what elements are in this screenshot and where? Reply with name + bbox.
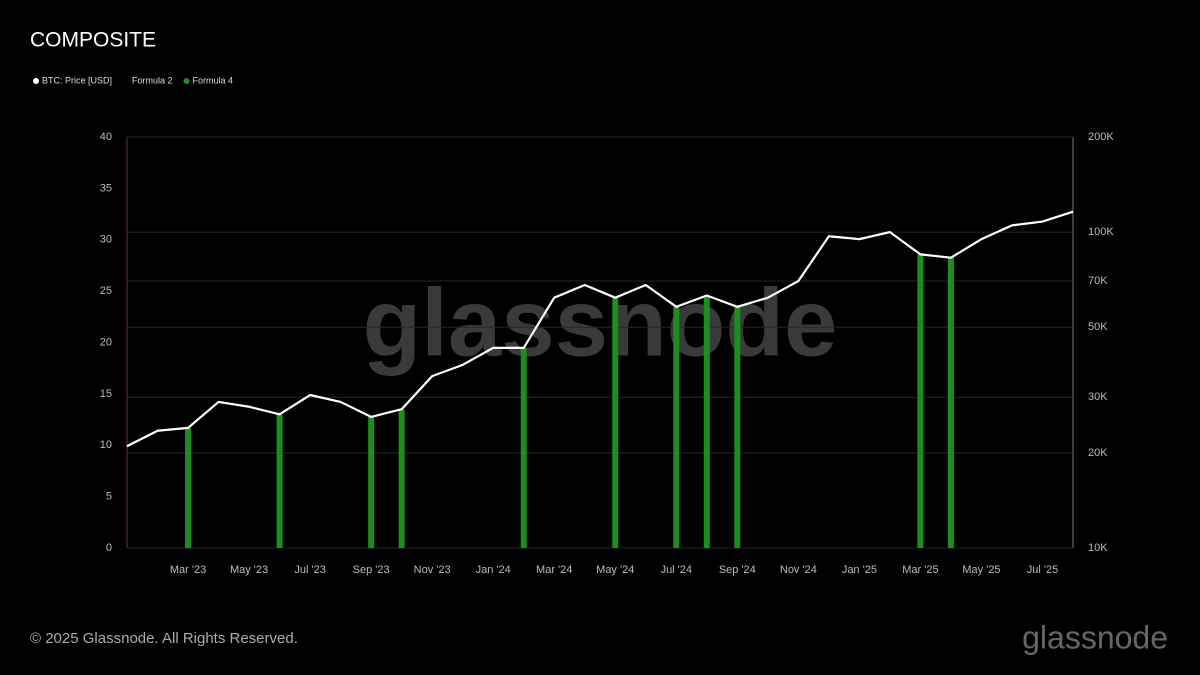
logo: glassnode: [1022, 619, 1168, 655]
y-tick-label: 20: [100, 336, 112, 348]
y2-tick-label: 30K: [1088, 391, 1108, 403]
signal-bar: [734, 306, 741, 548]
legend-marker: [183, 78, 190, 84]
signal-bar: [368, 416, 375, 548]
y-tick-label: 30: [100, 234, 112, 246]
y2-tick-label: 200K: [1088, 131, 1114, 143]
signal-bar: [520, 347, 527, 548]
y-tick-label: 15: [100, 388, 112, 400]
legend-marker: [123, 78, 130, 84]
signal-bar: [673, 306, 680, 548]
x-tick-label: Jan '25: [842, 564, 877, 576]
signal-bar: [703, 295, 710, 548]
x-tick-label: May '23: [230, 564, 268, 576]
y-tick-label: 5: [106, 491, 112, 503]
signal-bar: [185, 427, 192, 548]
legend-label: Formula 2: [132, 75, 173, 85]
x-tick-label: May '24: [596, 564, 634, 576]
y-tick-label: 40: [100, 131, 112, 143]
x-tick-label: Jul '25: [1027, 564, 1058, 576]
x-tick-label: Sep '24: [719, 564, 756, 576]
y2-tick-label: 70K: [1088, 275, 1108, 287]
legend-marker: [33, 78, 39, 84]
x-tick-label: Mar '23: [170, 564, 206, 576]
signal-bar: [917, 254, 924, 549]
x-tick-label: Nov '23: [414, 564, 451, 576]
y2-tick-label: 100K: [1088, 226, 1114, 238]
y-tick-label: 35: [100, 182, 112, 194]
legend-label: BTC: Price [USD]: [42, 75, 112, 85]
y-tick-label: 0: [106, 542, 112, 554]
x-tick-label: Jan '24: [476, 564, 511, 576]
x-tick-label: Jul '23: [294, 564, 325, 576]
signal-bar: [947, 257, 954, 548]
y-tick-label: 10: [100, 439, 112, 451]
y2-tick-label: 20K: [1088, 447, 1108, 459]
signal-bar: [612, 297, 619, 548]
y2-tick-label: 50K: [1088, 321, 1108, 333]
chart-title: COMPOSITE: [30, 29, 156, 52]
watermark: glassnode: [363, 269, 838, 376]
x-tick-label: Sep '23: [353, 564, 390, 576]
x-tick-label: Mar '24: [536, 564, 572, 576]
x-tick-label: Nov '24: [780, 564, 817, 576]
signal-bar: [276, 414, 283, 548]
x-tick-label: May '25: [962, 564, 1000, 576]
footer: © 2025 Glassnode. All Rights Reserved.: [30, 630, 298, 647]
signal-bar: [398, 409, 405, 548]
legend-label: Formula 4: [193, 75, 234, 85]
y2-tick-label: 10K: [1088, 542, 1108, 554]
x-tick-label: Mar '25: [902, 564, 938, 576]
x-tick-label: Jul '24: [661, 564, 692, 576]
y-tick-label: 25: [100, 285, 112, 297]
price-line: [126, 210, 1074, 448]
